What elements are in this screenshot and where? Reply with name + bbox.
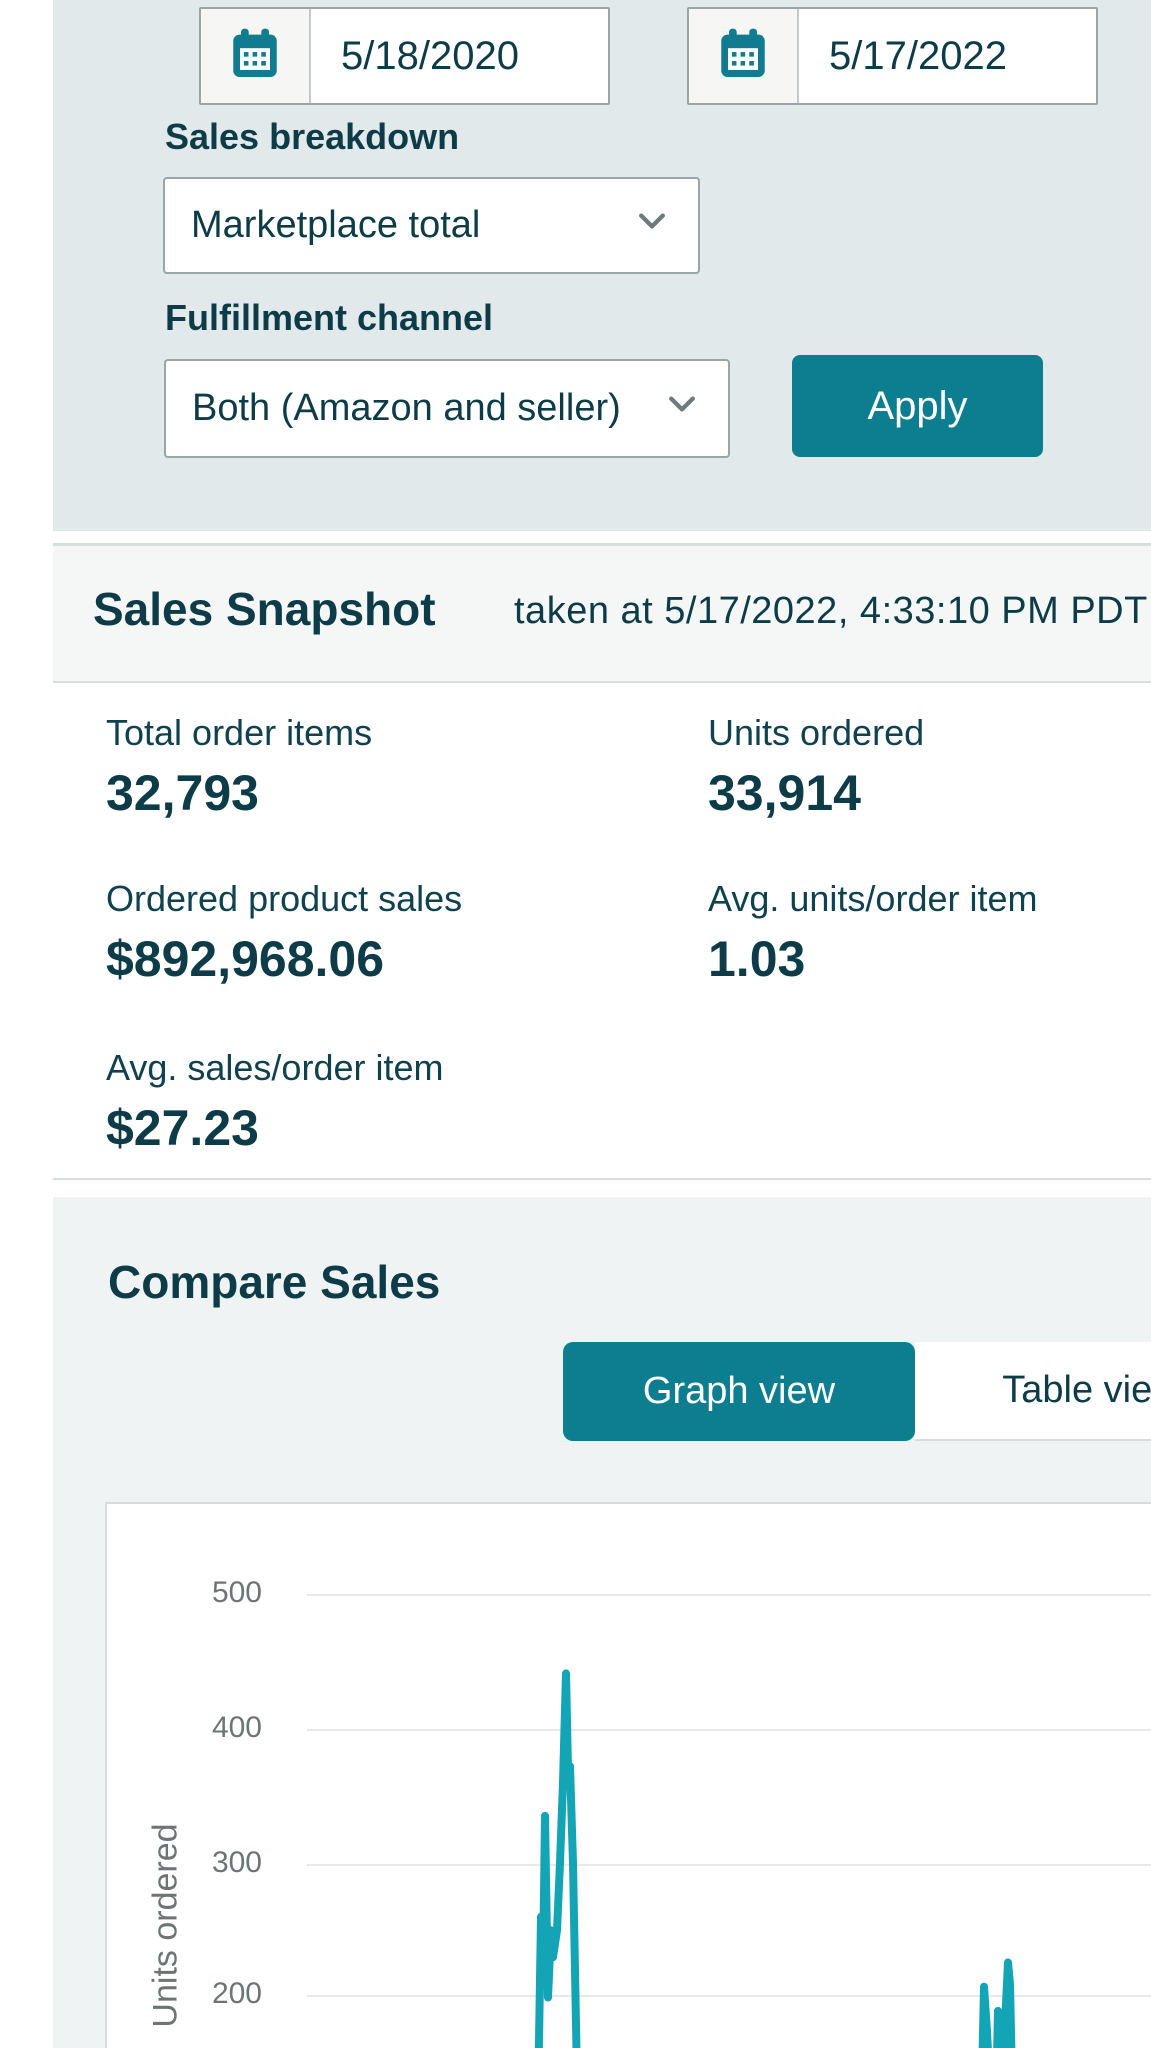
stat-ordered-product-sales: Ordered product sales $892,968.06 [106, 878, 666, 988]
stat-label: Avg. units/order item [708, 878, 1038, 919]
compare-sales-section: Compare Sales Graph view Table view Unit… [53, 1197, 1151, 2048]
sales-line-svg [534, 1669, 1016, 2048]
y-tick-200: 200 [211, 1977, 262, 2010]
sales-breakdown-label: Sales breakdown [165, 116, 460, 157]
gridline [307, 1729, 1151, 1731]
stat-value: $27.23 [106, 1100, 259, 1156]
sales-snapshot-title: Sales Snapshot [93, 583, 436, 635]
y-tick-500: 500 [211, 1576, 262, 1609]
y-tick-300: 300 [211, 1846, 262, 1879]
calendar-icon [714, 25, 772, 88]
section-divider [53, 543, 1151, 546]
start-date-calendar-button[interactable] [201, 9, 311, 103]
chevron-down-icon [634, 203, 670, 249]
sales-breakdown-selected-value: Marketplace total [191, 204, 481, 246]
stat-label: Ordered product sales [106, 878, 463, 919]
units-ordered-line [534, 1669, 1016, 2048]
apply-button[interactable]: Apply [792, 355, 1043, 457]
stat-avg-units-per-order-item: Avg. units/order item 1.03 [708, 878, 1151, 988]
filter-section: 5/18/2020 [53, 0, 1151, 531]
compare-sales-title: Compare Sales [108, 1256, 441, 1308]
calendar-icon [226, 25, 284, 88]
sales-snapshot-stats: Total order items 32,793 Units ordered 3… [53, 683, 1151, 1178]
gridline [307, 1594, 1151, 1596]
tab-graph-view[interactable]: Graph view [563, 1342, 915, 1441]
fulfillment-channel-selected-value: Both (Amazon and seller) [192, 387, 621, 429]
stat-value: 1.03 [708, 931, 806, 987]
end-date-input[interactable]: 5/17/2022 [687, 7, 1098, 105]
section-divider [53, 1178, 1151, 1180]
fulfillment-channel-select[interactable]: Both (Amazon and seller) [164, 359, 730, 458]
start-date-input[interactable]: 5/18/2020 [199, 7, 610, 105]
section-divider [53, 681, 1151, 684]
snapshot-timestamp: taken at 5/17/2022, 4:33:10 PM PDT [514, 590, 1148, 632]
stat-value: 32,793 [106, 765, 259, 821]
sales-snapshot-header: Sales Snapshot taken at 5/17/2022, 4:33:… [53, 546, 1151, 681]
start-date-value[interactable]: 5/18/2020 [341, 33, 519, 78]
page-content: 5/18/2020 [53, 0, 1151, 2048]
fulfillment-channel-label: Fulfillment channel [165, 297, 494, 338]
tab-table-view[interactable]: Table view [915, 1342, 1151, 1441]
chevron-down-icon [664, 386, 700, 432]
stat-total-order-items: Total order items 32,793 [106, 712, 666, 822]
stat-units-ordered: Units ordered 33,914 [708, 712, 1151, 822]
stat-label: Total order items [106, 712, 373, 753]
stat-value: $892,968.06 [106, 931, 385, 987]
gridline [307, 1864, 1151, 1866]
y-tick-400: 400 [211, 1711, 262, 1744]
units-ordered-chart: Units ordered 500 400 300 200 [105, 1502, 1151, 2048]
end-date-calendar-button[interactable] [689, 9, 799, 103]
sales-breakdown-select[interactable]: Marketplace total [163, 177, 700, 274]
stat-avg-sales-per-order-item: Avg. sales/order item $27.23 [106, 1047, 666, 1157]
stat-value: 33,914 [708, 765, 861, 821]
end-date-value[interactable]: 5/17/2022 [829, 33, 1007, 78]
gridline [307, 1995, 1151, 1997]
stat-label: Units ordered [708, 712, 925, 753]
stat-label: Avg. sales/order item [106, 1047, 444, 1088]
